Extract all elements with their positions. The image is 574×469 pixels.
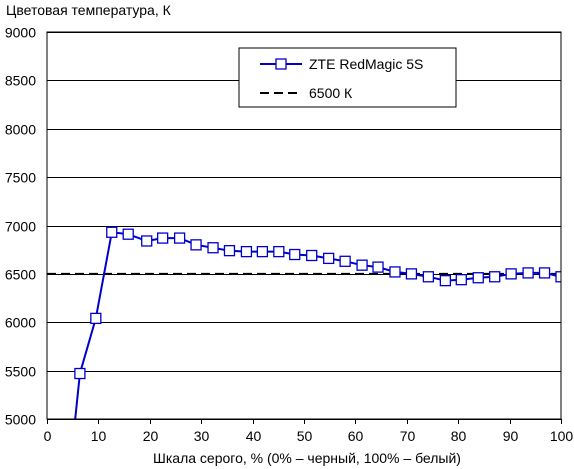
y-ticks: 5000 5500 6000 6500 7000 7500 8000 8500 9000 <box>5 25 36 428</box>
x-tick-label: 90 <box>503 428 519 444</box>
data-point <box>141 235 153 247</box>
data-point <box>505 268 517 280</box>
data-point <box>339 255 351 267</box>
data-point <box>422 271 435 283</box>
y-tick-label: 6000 <box>5 315 36 331</box>
data-point <box>156 232 169 244</box>
legend-label-reference: 6500 К <box>309 85 353 101</box>
y-tick-label: 7500 <box>5 170 36 186</box>
data-point <box>190 239 202 251</box>
y-tick-label: 6500 <box>5 267 36 283</box>
data-point <box>555 271 561 283</box>
legend: ZTE RedMagic 5S 6500 К <box>238 47 457 108</box>
x-ticks: 0 10 20 30 40 50 60 70 80 90 100 <box>44 419 574 444</box>
x-tick-label: 70 <box>400 428 416 444</box>
series-line <box>74 231 561 419</box>
x-tick-label: 0 <box>44 428 52 444</box>
data-point <box>472 272 484 284</box>
data-point <box>389 266 401 278</box>
legend-box <box>238 47 457 108</box>
y-axis-label: Цветовая температура, К <box>6 2 172 18</box>
data-point <box>240 245 253 258</box>
data-point <box>122 228 134 240</box>
data-point <box>223 245 236 257</box>
data-point <box>256 245 269 258</box>
data-point <box>173 232 186 244</box>
data-point <box>356 259 368 271</box>
y-tick-label: 7000 <box>5 219 36 235</box>
data-point <box>90 312 102 325</box>
x-tick-label: 60 <box>348 428 364 444</box>
legend-series-marker <box>275 58 287 70</box>
x-tick-label: 30 <box>194 428 210 444</box>
data-point <box>372 261 384 273</box>
data-point <box>489 271 501 283</box>
data-point <box>439 274 452 287</box>
y-tick-label: 8000 <box>5 122 36 138</box>
data-point <box>455 274 467 286</box>
data-point <box>306 249 318 262</box>
data-point <box>106 226 118 238</box>
x-tick-label: 40 <box>246 428 262 444</box>
legend-label-series: ZTE RedMagic 5S <box>309 56 423 72</box>
x-axis-label: Шкала серого, % (0% – черный, 100% – бел… <box>153 450 461 466</box>
data-point <box>323 252 335 265</box>
y-tick-label: 9000 <box>5 25 36 41</box>
data-point <box>538 267 551 279</box>
x-tick-label: 80 <box>451 428 467 444</box>
data-point <box>69 424 79 434</box>
y-tick-label: 5000 <box>5 412 36 428</box>
series-group <box>69 226 561 434</box>
y-tick-label: 5500 <box>5 364 36 380</box>
data-point <box>522 267 534 279</box>
data-point <box>207 242 219 254</box>
data-point <box>273 245 285 258</box>
data-point <box>74 367 86 380</box>
x-tick-label: 50 <box>297 428 313 444</box>
data-point <box>405 268 418 280</box>
y-tick-label: 8500 <box>5 73 36 89</box>
data-point <box>289 248 301 261</box>
x-tick-label: 10 <box>91 428 107 444</box>
x-tick-label: 20 <box>143 428 159 444</box>
x-tick-label: 100 <box>550 428 574 444</box>
